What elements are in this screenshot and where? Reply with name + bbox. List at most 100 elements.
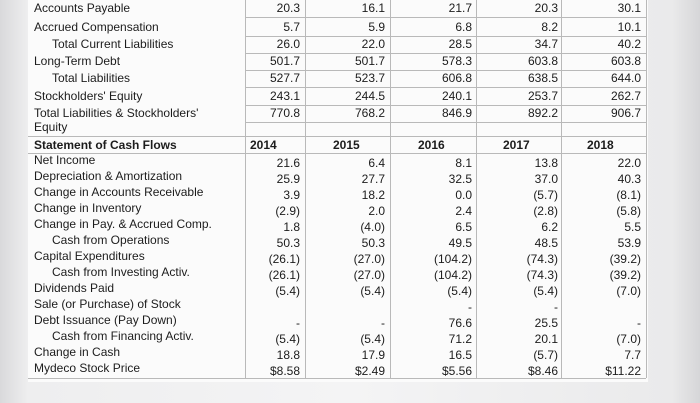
cell-value: 638.5	[527, 71, 558, 85]
row-label: Accrued Compensation	[34, 20, 159, 34]
cell-value: 13.8	[534, 156, 558, 170]
row-label: Sale (or Purchase) of Stock	[34, 297, 181, 311]
cell-value: 22.0	[361, 37, 385, 51]
cell-value: 10.1	[617, 20, 641, 34]
row-label: Total Liabilities	[52, 71, 131, 85]
row-line	[245, 70, 646, 71]
row-line	[28, 378, 646, 379]
cell-value: (104.2)	[433, 252, 472, 266]
cell-value: 6.5	[455, 220, 472, 234]
cell-value: 253.7	[527, 89, 558, 103]
cell-value: 527.7	[269, 71, 300, 85]
row-label: Total Liabilities & Stockholders' Equity	[34, 106, 199, 134]
cell-value: 8.2	[541, 20, 558, 34]
cell-value: 6.8	[455, 20, 472, 34]
cell-value: 892.2	[527, 106, 558, 120]
cell-value: 501.7	[354, 54, 385, 68]
cell-value: 243.1	[269, 89, 300, 103]
cell-value: 5.5	[624, 220, 641, 234]
cell-value: $11.22	[605, 364, 641, 378]
cell-value: 770.8	[269, 106, 300, 120]
cell-value: 37.0	[534, 172, 558, 186]
cell-value: 240.1	[441, 89, 472, 103]
cell-value: 244.5	[354, 89, 385, 103]
row-label: Debt Issuance (Pay Down)	[34, 313, 177, 327]
cell-value: 76.6	[448, 316, 472, 330]
cell-value: (74.3)	[526, 252, 558, 266]
cell-value: 20.1	[534, 332, 558, 346]
row-line	[245, 17, 646, 18]
row-line	[245, 122, 646, 123]
cell-value: 49.5	[448, 236, 472, 250]
cell-value: 603.8	[527, 54, 558, 68]
cell-value: 603.8	[610, 54, 641, 68]
cell-value: 25.9	[276, 172, 300, 186]
row-label: Mydeco Stock Price	[34, 361, 141, 375]
section-line	[28, 153, 646, 154]
cell-value: 20.3	[534, 1, 558, 15]
cell-value: 3.9	[283, 188, 300, 202]
cell-value: (27.0)	[353, 268, 385, 282]
cell-value: -	[468, 300, 472, 314]
cell-value: 53.9	[617, 236, 641, 250]
cell-value: 21.7	[448, 1, 472, 15]
cell-value: 71.2	[448, 332, 472, 346]
cell-value: 28.5	[448, 37, 472, 51]
row-line	[245, 36, 646, 37]
row-label: Total Current Liabilities	[52, 37, 174, 51]
cell-value: 1.8	[283, 220, 300, 234]
cell-value: 50.3	[361, 236, 385, 250]
cell-value: 22.0	[617, 156, 641, 170]
cell-value: 2.4	[455, 204, 472, 218]
cell-value: (5.4)	[533, 284, 558, 298]
row-line	[245, 105, 646, 106]
cell-value: 644.0	[610, 71, 641, 85]
column-line	[561, 0, 562, 378]
cell-value: 16.5	[448, 348, 472, 362]
cell-value: 768.2	[354, 106, 385, 120]
cell-value: (2.8)	[533, 204, 558, 218]
cell-value: (5.7)	[533, 188, 558, 202]
column-line	[646, 0, 647, 378]
row-label: Dividends Paid	[34, 281, 115, 295]
cell-value: (7.0)	[616, 284, 641, 298]
cell-value: (7.0)	[616, 332, 641, 346]
cell-value: 16.1	[361, 1, 385, 15]
cell-value: (5.7)	[533, 348, 558, 362]
cell-value: (2.9)	[275, 204, 300, 218]
column-line	[476, 0, 477, 378]
table: Accounts Payable 20.3 16.1 21.7 20.3 30.1 Accr…	[28, 0, 648, 382]
cell-value: 5.9	[368, 20, 385, 34]
cell-value: 846.9	[441, 106, 472, 120]
row-label: Capital Expenditures	[34, 249, 145, 263]
cell-value: $8.58	[269, 364, 300, 378]
cell-value: (104.2)	[433, 268, 472, 282]
row-label: Net Income	[34, 153, 96, 167]
column-line	[305, 0, 306, 378]
cell-value: 7.7	[624, 348, 641, 362]
cell-value: (5.4)	[360, 284, 385, 298]
cell-value: (4.0)	[360, 220, 385, 234]
cell-value: 2.0	[368, 204, 385, 218]
cell-value: (26.1)	[268, 268, 300, 282]
cell-value: $2.49	[354, 364, 385, 378]
cell-value: 20.3	[276, 1, 300, 15]
row-label: Stockholders' Equity	[34, 89, 143, 103]
section-line	[28, 136, 646, 137]
row-label: Accounts Payable	[34, 1, 131, 15]
year-header: 2018	[587, 138, 614, 152]
column-line	[245, 0, 246, 378]
cell-value: -	[637, 316, 641, 330]
cell-value: 18.8	[276, 348, 300, 362]
cell-value: 6.4	[368, 156, 385, 170]
row-line	[245, 87, 646, 88]
year-header: 2016	[418, 138, 445, 152]
cell-value: 34.7	[534, 37, 558, 51]
cell-value: (27.0)	[353, 252, 385, 266]
cell-value: (5.4)	[275, 332, 300, 346]
cell-value: (5.8)	[616, 204, 641, 218]
row-label: Change in Cash	[34, 345, 121, 359]
cell-value: 501.7	[269, 54, 300, 68]
cell-value: 5.7	[283, 20, 300, 34]
